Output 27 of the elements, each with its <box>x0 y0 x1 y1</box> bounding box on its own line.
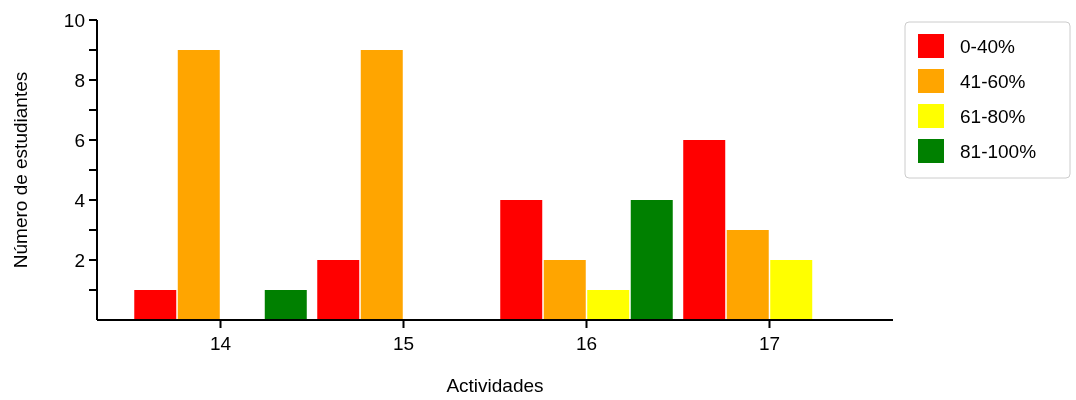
bar <box>543 260 586 320</box>
bar <box>587 290 630 320</box>
bar <box>264 290 307 320</box>
x-tick-label: 15 <box>392 333 415 354</box>
y-tick-label: 4 <box>74 189 86 211</box>
legend-label: 61-80% <box>960 105 1026 127</box>
bar <box>134 290 177 320</box>
bar <box>726 230 769 320</box>
bar <box>630 200 673 320</box>
x-tick-label: 16 <box>575 333 598 354</box>
bar <box>770 260 813 320</box>
bar <box>177 50 220 320</box>
bar <box>360 50 403 320</box>
bar <box>500 200 543 320</box>
y-tick-label: 10 <box>63 9 85 31</box>
bar <box>317 260 360 320</box>
x-tick-label: 14 <box>209 333 232 354</box>
legend-label: 81-100% <box>960 140 1037 162</box>
legend-label: 0-40% <box>960 35 1016 57</box>
y-tick-label: 6 <box>74 129 85 151</box>
y-axis-title: Número de estudiantes <box>10 71 31 269</box>
legend-label: 41-60% <box>960 70 1026 92</box>
x-axis-title: Actividades <box>446 375 544 396</box>
y-tick-label: 2 <box>74 249 85 271</box>
bar <box>683 140 726 320</box>
y-tick-label: 8 <box>74 69 85 91</box>
x-tick-label: 17 <box>758 333 781 354</box>
